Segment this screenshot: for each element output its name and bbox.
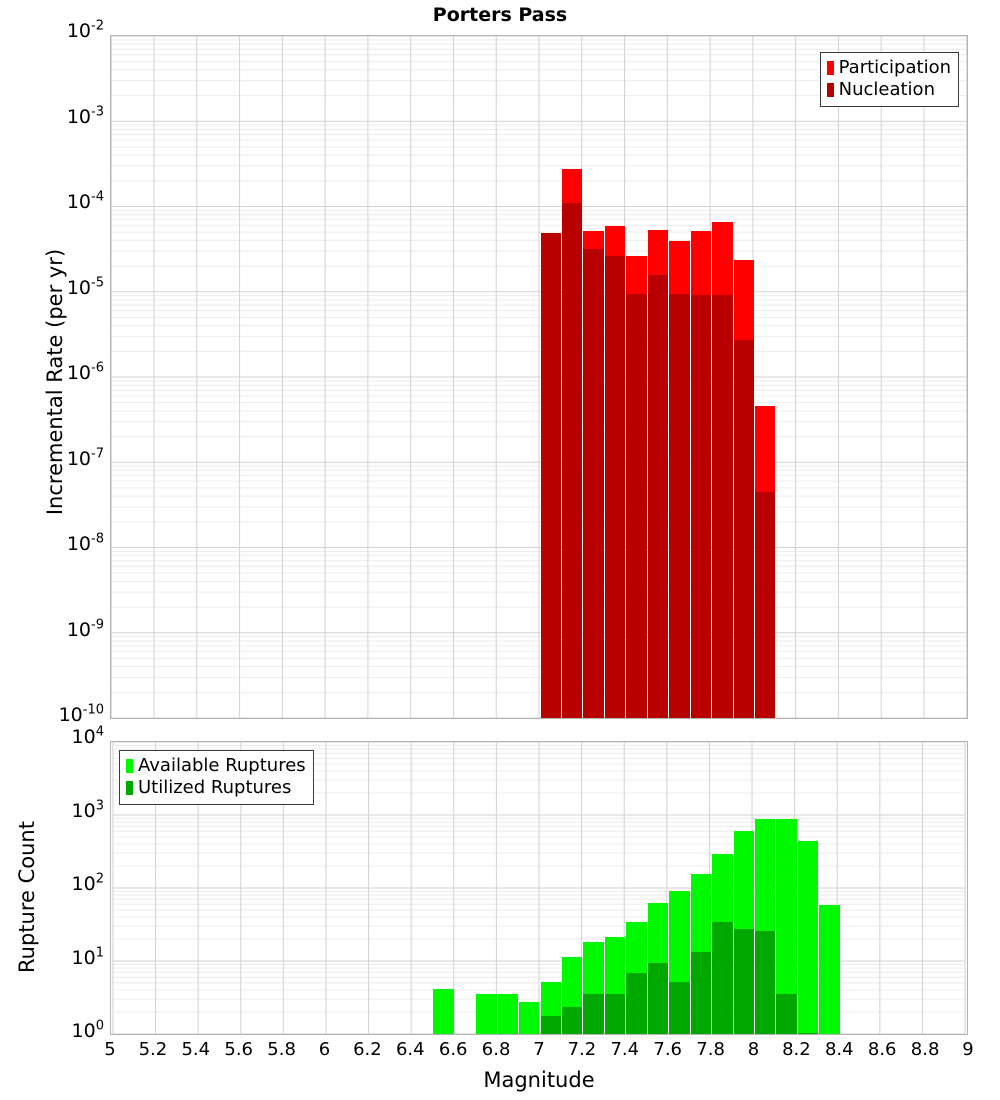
x-tick-8.2: 8.2	[782, 1039, 811, 1060]
x-tick-8.4: 8.4	[824, 1039, 854, 1060]
legend-label-available-ruptures: Available Ruptures	[138, 755, 306, 776]
bar-nucleation-7.75	[690, 294, 712, 718]
bar-utilized-ruptures-7.35	[604, 994, 626, 1034]
top-y-tick-10-5: 10-5	[66, 275, 104, 299]
bar-available-ruptures-8.35	[819, 905, 840, 1034]
available-ruptures-swatch	[126, 759, 133, 773]
top-panel-legend: Participation Nucleation	[819, 52, 959, 107]
legend-item-available-ruptures: Available Ruptures	[126, 755, 306, 777]
top-y-tick-10-3: 10-3	[66, 104, 104, 128]
bar-available-ruptures-6.85	[497, 994, 519, 1034]
nucleation-swatch	[826, 83, 834, 97]
bar-nucleation-8.05	[755, 491, 776, 718]
bar-utilized-ruptures-7.55	[647, 962, 669, 1034]
bar-nucleation-7.95	[733, 339, 754, 718]
bar-utilized-ruptures-7.85	[712, 921, 733, 1034]
top-y-tick-10-2: 10-2	[66, 18, 104, 42]
bottom-y-tick-100: 100	[71, 1018, 104, 1042]
bar-nucleation-7.85	[712, 295, 733, 718]
incremental-rate-plot: Participation Nucleation	[110, 35, 968, 719]
bar-nucleation-7.45	[626, 294, 647, 718]
bar-utilized-ruptures-8.25	[797, 1032, 819, 1034]
x-tick-8.6: 8.6	[867, 1039, 897, 1060]
top-panel-y-tick-labels: 10-2 10-3 10-4 10-5 10-6 10-7 10-8 10-9 10-10	[0, 0, 104, 760]
top-y-tick-10-7: 10-7	[66, 446, 104, 470]
bar-utilized-ruptures-7.15	[561, 1006, 583, 1034]
bar-utilized-ruptures-8.15	[776, 994, 797, 1034]
participation-swatch	[826, 61, 834, 75]
x-tick-7.8: 7.8	[696, 1039, 725, 1060]
top-y-tick-10-10: 10-10	[58, 702, 104, 726]
bar-nucleation-7.55	[647, 275, 669, 718]
bar-utilized-ruptures-7.45	[626, 972, 647, 1034]
bottom-y-tick-103: 103	[71, 798, 104, 822]
page-title: Porters Pass	[432, 4, 568, 26]
bottom-y-tick-101: 101	[71, 945, 104, 969]
bottom-panel-bars	[111, 742, 967, 1034]
legend-label-participation: Participation	[838, 57, 951, 78]
bar-utilized-ruptures-7.05	[540, 1015, 561, 1034]
rupture-count-plot: Available Ruptures Utilized Ruptures	[110, 741, 968, 1035]
x-tick-5: 5	[104, 1039, 116, 1060]
legend-item-utilized-ruptures: Utilized Ruptures	[126, 777, 306, 799]
bottom-y-tick-102: 102	[71, 871, 104, 895]
top-panel-bars	[111, 36, 967, 718]
bar-available-ruptures-8.15	[776, 818, 797, 1034]
top-y-tick-10-9: 10-9	[66, 617, 104, 641]
bar-utilized-ruptures-8.05	[755, 930, 776, 1034]
legend-label-nucleation: Nucleation	[838, 79, 935, 100]
x-tick-5.6: 5.6	[224, 1039, 254, 1060]
top-y-tick-10-8: 10-8	[66, 531, 104, 555]
x-tick-6: 6	[318, 1039, 331, 1060]
x-tick-6.2: 6.2	[353, 1039, 382, 1060]
top-y-tick-10-4: 10-4	[66, 189, 104, 213]
bottom-y-tick-104: 104	[71, 724, 104, 748]
bar-available-ruptures-8.25	[797, 840, 819, 1034]
x-tick-5.8: 5.8	[267, 1039, 296, 1060]
bar-utilized-ruptures-7.75	[690, 951, 712, 1034]
bar-utilized-ruptures-7.25	[583, 994, 604, 1034]
x-tick-7: 7	[533, 1039, 545, 1060]
x-tick-7.2: 7.2	[567, 1039, 597, 1060]
x-tick-6.4: 6.4	[395, 1039, 425, 1060]
bar-nucleation-7.05	[540, 232, 561, 718]
legend-item-nucleation: Nucleation	[826, 79, 951, 101]
bar-available-ruptures-6.55	[433, 988, 454, 1034]
bar-nucleation-7.15	[561, 203, 583, 718]
bottom-panel-y-tick-labels: 104 103 102 101 100	[0, 0, 104, 1100]
x-tick-8: 8	[747, 1039, 760, 1060]
bar-utilized-ruptures-7.95	[733, 928, 754, 1034]
x-axis-title: Magnitude	[483, 1068, 595, 1092]
bar-nucleation-7.25	[583, 249, 604, 718]
bar-nucleation-7.65	[669, 294, 690, 718]
x-tick-5.4: 5.4	[181, 1039, 211, 1060]
x-tick-7.6: 7.6	[653, 1039, 683, 1060]
legend-item-participation: Participation	[826, 57, 951, 79]
bar-utilized-ruptures-7.65	[669, 982, 690, 1034]
bar-available-ruptures-6.95	[519, 1002, 540, 1034]
x-tick-8.8: 8.8	[910, 1039, 940, 1060]
x-tick-5.2: 5.2	[138, 1039, 168, 1060]
bar-available-ruptures-6.75	[476, 994, 497, 1034]
legend-label-utilized-ruptures: Utilized Ruptures	[138, 777, 292, 798]
utilized-ruptures-swatch	[126, 781, 133, 795]
top-y-tick-10-6: 10-6	[66, 360, 104, 384]
x-tick-6.8: 6.8	[481, 1039, 511, 1060]
x-tick-6.6: 6.6	[438, 1039, 468, 1060]
bar-nucleation-7.35	[604, 255, 626, 718]
x-tick-7.4: 7.4	[610, 1039, 640, 1060]
bottom-panel-legend: Available Ruptures Utilized Ruptures	[119, 750, 314, 805]
x-tick-9: 9	[962, 1039, 974, 1060]
